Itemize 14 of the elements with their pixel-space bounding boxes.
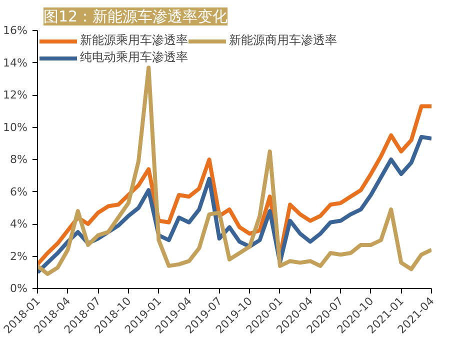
y-tick-label: 6% [10,185,28,198]
y-tick-label: 0% [10,282,28,295]
y-tick-label: 10% [3,120,28,134]
legend-label: 新能源乘用车渗透率 [80,32,188,49]
line-series [38,66,432,276]
y-tick-label: 16% [3,24,28,37]
legend-label: 新能源商用车渗透率 [229,32,337,49]
y-tick-label: 4% [10,218,28,230]
y-tick-label: 8% [10,153,28,166]
y-tick-label: 12% [3,88,28,102]
y-tick-label: 14% [3,56,28,70]
legend-label: 纯电动乘用车渗透率 [80,49,188,66]
chart-title: 图12：新能源车渗透率变化 [44,8,228,26]
y-tick-label: 2% [10,250,28,263]
